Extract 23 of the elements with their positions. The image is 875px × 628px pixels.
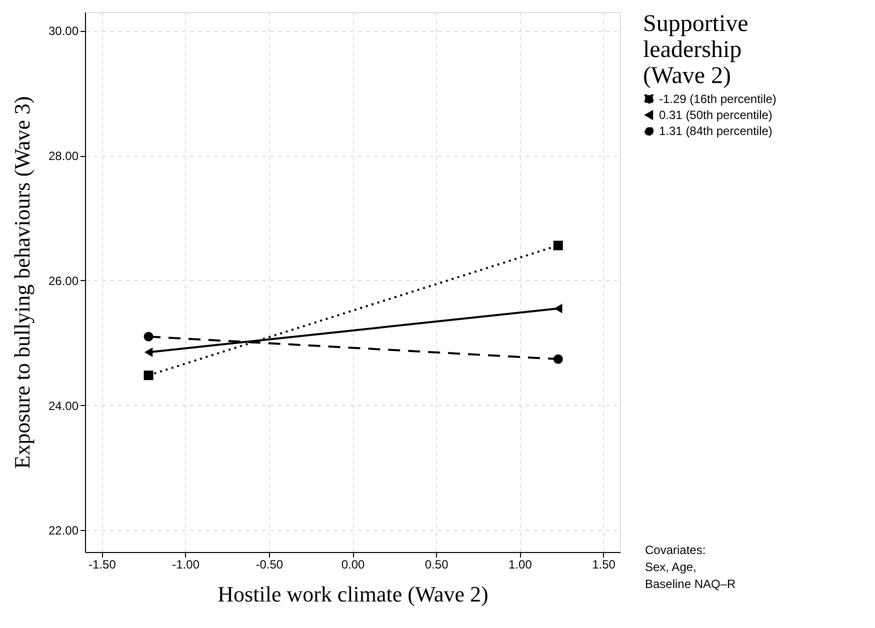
legend-label: 0.31 (50th percentile)	[659, 108, 772, 122]
x-axis-title: Hostile work climate (Wave 2)	[218, 582, 488, 606]
y-axis-title: Exposure to bullying behaviours (Wave 3)	[9, 96, 34, 469]
point	[144, 332, 154, 342]
x-tick-label: 1.50	[592, 558, 616, 572]
legend-title: Supportive leadership (Wave 2)	[643, 11, 748, 89]
x-tick-label: 0.50	[424, 558, 449, 572]
text: Covariates: Sex, Age, Baseline NAQ–R	[645, 543, 736, 591]
point	[553, 354, 563, 364]
x-tick-label: -1.00	[172, 558, 200, 572]
legend-label: 1.31 (84th percentile)	[659, 124, 772, 138]
x-tick-label: -0.50	[256, 558, 284, 572]
point	[553, 240, 563, 250]
y-tick-label: 22.00	[48, 524, 79, 538]
point	[144, 370, 154, 380]
x-tick-label: 0.00	[341, 558, 365, 572]
x-tick-label: 1.00	[508, 558, 532, 572]
y-tick-label: 26.00	[48, 274, 79, 288]
legend-label: -1.29 (16th percentile)	[659, 92, 776, 106]
x-tick-label: -1.50	[88, 558, 116, 572]
y-tick-label: 30.00	[48, 24, 79, 38]
y-tick-label: 28.00	[48, 149, 79, 164]
y-tick-label: 24.00	[48, 398, 79, 413]
